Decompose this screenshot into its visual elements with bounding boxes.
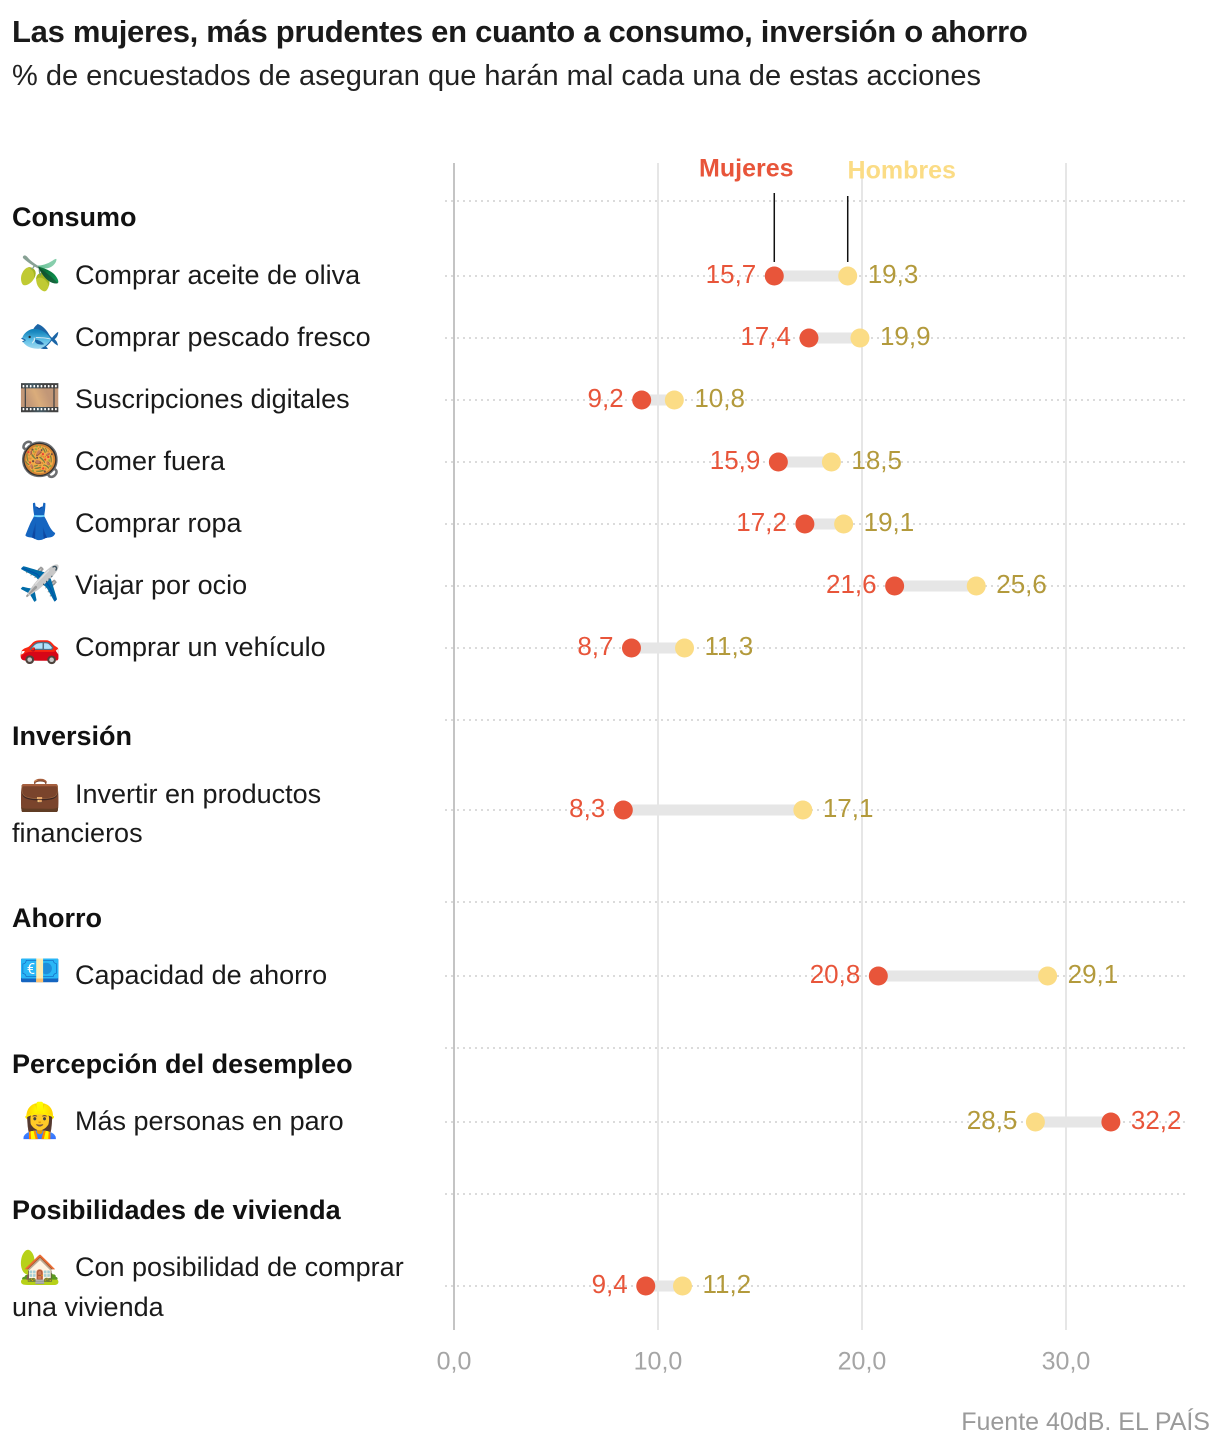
hombres-value-label: 18,5 — [851, 445, 902, 475]
hombres-value-label: 10,8 — [694, 383, 745, 413]
hombres-dot — [821, 452, 841, 472]
hombres-dot — [1038, 966, 1058, 986]
mujeres-dot — [621, 638, 641, 658]
row-label: Más personas en paro — [75, 1106, 344, 1136]
dress-icon: 👗 — [19, 502, 61, 541]
row-label: Comprar pescado fresco — [75, 322, 371, 352]
mujeres-dot — [795, 514, 815, 534]
mujeres-value-label: 9,4 — [592, 1269, 628, 1299]
section-label: Consumo — [12, 202, 137, 232]
x-tick-label: 0,0 — [437, 1348, 472, 1376]
mujeres-dot — [636, 1276, 656, 1296]
row-label: Invertir en productos — [75, 779, 321, 809]
chart-title: Las mujeres, más prudentes en cuanto a c… — [12, 14, 1028, 49]
hombres-value-label: 11,3 — [705, 631, 754, 661]
hombres-value-label: 25,6 — [996, 569, 1047, 599]
house-icon: 🏡 — [19, 1248, 61, 1286]
mujeres-dot — [885, 576, 905, 596]
mujeres-value-label: 17,2 — [736, 507, 787, 537]
hombres-dot — [675, 638, 695, 658]
row-label: Comprar ropa — [75, 508, 243, 538]
section-label: Percepción del desempleo — [12, 1049, 353, 1079]
hombres-dot — [1025, 1112, 1045, 1132]
mujeres-dot — [799, 328, 819, 348]
mujeres-dot — [868, 966, 888, 986]
hombres-dot — [672, 1276, 692, 1296]
mujeres-value-label: 21,6 — [826, 569, 877, 599]
euro-banknote-icon: 💶 — [19, 952, 61, 990]
legend-hombres: Hombres — [848, 157, 956, 185]
mujeres-dot — [613, 800, 633, 820]
x-tick-label: 30,0 — [1042, 1348, 1091, 1376]
hombres-value-label: 19,9 — [880, 321, 931, 351]
mujeres-value-label: 8,3 — [569, 793, 605, 823]
briefcase-icon: 💼 — [19, 775, 61, 813]
car-icon: 🚗 — [19, 627, 61, 665]
row-label: una vivienda — [12, 1292, 165, 1322]
hombres-value-label: 29,1 — [1068, 959, 1119, 989]
section-label: Ahorro — [12, 903, 102, 933]
olive-icon: 🫒 — [19, 253, 61, 293]
mujeres-value-label: 17,4 — [740, 321, 791, 351]
hombres-dot — [838, 266, 858, 286]
hombres-dot — [834, 514, 854, 534]
mujeres-value-label: 20,8 — [810, 959, 861, 989]
hombres-dot — [966, 576, 986, 596]
hombres-value-label: 28,5 — [967, 1105, 1018, 1135]
hombres-value-label: 19,3 — [868, 259, 919, 289]
source-note: Fuente 40dB. EL PAÍS — [961, 1408, 1210, 1436]
airplane-icon: ✈️ — [19, 563, 61, 603]
x-tick-label: 10,0 — [634, 1348, 683, 1376]
hombres-value-label: 17,1 — [823, 793, 874, 823]
row-label: Comer fuera — [75, 446, 226, 476]
mujeres-value-label: 8,7 — [577, 631, 613, 661]
row-label: Comprar aceite de oliva — [75, 260, 361, 290]
legend-mujeres: Mujeres — [699, 155, 793, 183]
hombres-value-label: 11,2 — [702, 1269, 751, 1299]
row-label: Comprar un vehículo — [75, 632, 326, 662]
mujeres-value-label: 15,7 — [706, 259, 757, 289]
hombres-dot — [793, 800, 813, 820]
section-label: Inversión — [12, 721, 132, 751]
fish-icon: 🐟 — [19, 317, 61, 355]
row-label: financieros — [12, 818, 143, 848]
mujeres-value-label: 32,2 — [1131, 1105, 1182, 1135]
row-label: Viajar por ocio — [75, 570, 247, 600]
hombres-value-label: 19,1 — [864, 507, 915, 537]
x-tick-label: 20,0 — [838, 1348, 887, 1376]
hombres-dot — [850, 328, 870, 348]
film-icon: 🎞️ — [19, 379, 61, 417]
row-label: Capacidad de ahorro — [75, 960, 327, 990]
mujeres-dot — [768, 452, 788, 472]
section-label: Posibilidades de vivienda — [12, 1195, 342, 1225]
mujeres-value-label: 9,2 — [588, 383, 624, 413]
hombres-dot — [664, 390, 684, 410]
mujeres-value-label: 15,9 — [710, 445, 761, 475]
chart-subtitle: % de encuestados de aseguran que harán m… — [12, 60, 981, 92]
row-label: Con posibilidad de comprar — [75, 1252, 404, 1282]
mujeres-dot — [764, 266, 784, 286]
mujeres-dot — [632, 390, 652, 410]
paella-icon: 🥘 — [19, 439, 61, 480]
worker-icon: 👷‍♀️ — [19, 1101, 61, 1140]
mujeres-dot — [1101, 1112, 1121, 1132]
row-label: Suscripciones digitales — [75, 384, 350, 414]
